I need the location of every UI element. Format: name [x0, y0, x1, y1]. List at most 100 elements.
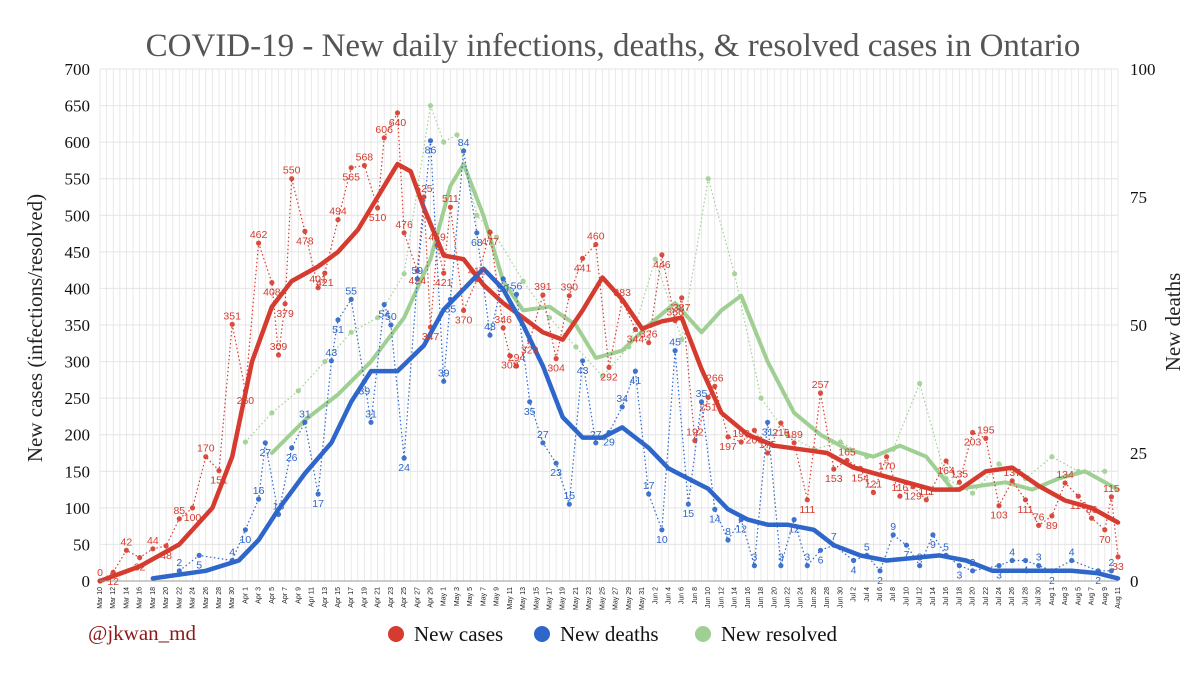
x-tick-label: Mar 14 [123, 587, 130, 609]
new-cases-data-label: 192 [686, 427, 704, 439]
new-cases-data-label: 251 [699, 401, 717, 413]
new-cases-data-label: 121 [865, 479, 883, 491]
new-deaths-data-label: 5 [196, 559, 202, 571]
x-tick-label: Jul 4 [864, 587, 871, 602]
new-cases-data-label: 390 [561, 282, 579, 294]
new-deaths-daily-point [1009, 557, 1015, 564]
new-deaths-daily-point [289, 445, 295, 451]
y-tick-label: 600 [65, 133, 91, 152]
new-cases-daily-point [884, 454, 890, 460]
new-cases-daily-point [593, 241, 599, 248]
new-cases-daily-point [632, 326, 639, 332]
y-tick-label: 400 [65, 279, 91, 298]
x-tick-label: Jun 28 [824, 587, 831, 608]
new-cases-data-label: 134 [1056, 469, 1074, 481]
new-cases-daily-point [216, 468, 222, 474]
new-deaths-daily-point [513, 291, 520, 297]
new-cases-data-label: 292 [600, 371, 618, 383]
new-cases-data-label: 33 [1112, 561, 1124, 573]
new-cases-daily-point [414, 268, 420, 274]
new-deaths-data-label: 55 [345, 285, 357, 297]
x-tick-label: Jun 8 [692, 587, 699, 604]
new-resolved-daily-point [1102, 468, 1108, 474]
new-cases-daily-point [163, 543, 169, 549]
new-deaths-data-label: 4 [1023, 565, 1029, 577]
y-axis-label: New cases (infections/resolved) [23, 194, 47, 462]
new-cases-daily-point [256, 240, 262, 246]
new-resolved-daily-point [322, 359, 328, 365]
x-tick-label: Mar 28 [216, 587, 223, 609]
new-cases-data-label: 170 [197, 443, 215, 455]
new-cases-daily-point [943, 458, 949, 464]
new-cases-data-label: 32 [134, 562, 146, 574]
new-cases-daily-point [765, 450, 771, 456]
new-cases-daily-point [817, 390, 824, 396]
x-tick-label: Jul 26 [1009, 587, 1016, 606]
y-tick-label: 0 [82, 572, 91, 591]
new-cases-daily-point [500, 325, 506, 331]
new-cases-daily-point [1075, 493, 1081, 499]
new-deaths-data-label: 39 [438, 367, 450, 379]
new-cases-daily-point [513, 363, 520, 369]
new-cases-data-label: 391 [534, 281, 552, 293]
new-resolved-daily-point [679, 337, 685, 343]
legend-item-new-cases: New cases [388, 622, 503, 646]
new-deaths-data-label: 31 [762, 426, 774, 438]
new-cases-data-label: 379 [276, 308, 294, 320]
new-cases-daily-point [229, 321, 235, 327]
x-tick-label: Aug 9 [1102, 587, 1109, 605]
new-deaths-daily-point [778, 563, 784, 569]
new-deaths-data-label: 3 [778, 552, 784, 564]
x-tick-label: May 29 [626, 587, 633, 610]
new-deaths-daily-point [996, 563, 1002, 569]
series-new-deaths [150, 138, 1121, 581]
new-cases-data-label: 308 [501, 360, 519, 372]
x-tick-label: Apr 7 [282, 587, 289, 604]
new-deaths-data-label: 31 [299, 408, 311, 420]
x-tick-label: Jul 22 [983, 587, 990, 606]
x-tick-label: May 11 [507, 587, 514, 610]
new-deaths-daily-point [804, 563, 810, 569]
new-deaths-data-label: 41 [630, 375, 642, 387]
new-deaths-daily-point [302, 419, 308, 425]
x-tick-label: Aug 5 [1075, 587, 1082, 605]
new-cases-daily-point [956, 479, 963, 485]
new-cases-data-label: 478 [296, 235, 314, 247]
new-deaths-data-label: 45 [669, 337, 681, 349]
x-tick-label: Jul 14 [930, 587, 937, 606]
new-cases-daily-point [970, 429, 976, 436]
new-deaths-data-label: 5 [943, 541, 949, 553]
new-cases-daily-point [566, 293, 572, 299]
new-resolved-daily-point [917, 380, 923, 387]
new-deaths-data-label: 13 [273, 500, 285, 512]
y-tick-label: 500 [65, 206, 91, 225]
new-cases-daily-point [335, 217, 341, 223]
new-deaths-data-label: 43 [577, 365, 589, 377]
new-deaths-data-label: 17 [312, 498, 324, 510]
x-tick-label: Apr 21 [375, 587, 382, 608]
x-tick-label: May 7 [480, 587, 487, 606]
x-tick-label: Apr 13 [322, 587, 329, 608]
x-tick-label: Mar 18 [150, 587, 157, 609]
new-deaths-daily-point [672, 348, 678, 354]
new-resolved-daily-point [474, 212, 480, 218]
x-tick-label: Mar 20 [163, 587, 170, 609]
new-cases-data-label: 494 [329, 206, 347, 218]
new-deaths-daily-point [328, 358, 334, 364]
new-cases-average-line [97, 161, 1121, 584]
new-cases-data-label: 116 [892, 482, 909, 494]
new-resolved-daily-point [573, 344, 579, 350]
x-tick-label: Jun 20 [771, 587, 778, 608]
new-cases-daily-point [606, 364, 612, 370]
x-tick-label: Jun 4 [665, 587, 672, 604]
new-deaths-data-label: 4 [1009, 547, 1015, 559]
x-tick-label: Apr 27 [414, 587, 421, 608]
new-deaths-data-label: 84 [458, 137, 470, 149]
x-tick-label: Jul 24 [996, 587, 1003, 606]
legend-label-new-cases: New cases [414, 622, 503, 646]
y2-tick-label: 0 [1130, 572, 1139, 591]
credit-handle: @jkwan_md [88, 621, 196, 645]
new-cases-data-label: 85 [173, 505, 185, 517]
new-cases-daily-point [1108, 494, 1114, 500]
